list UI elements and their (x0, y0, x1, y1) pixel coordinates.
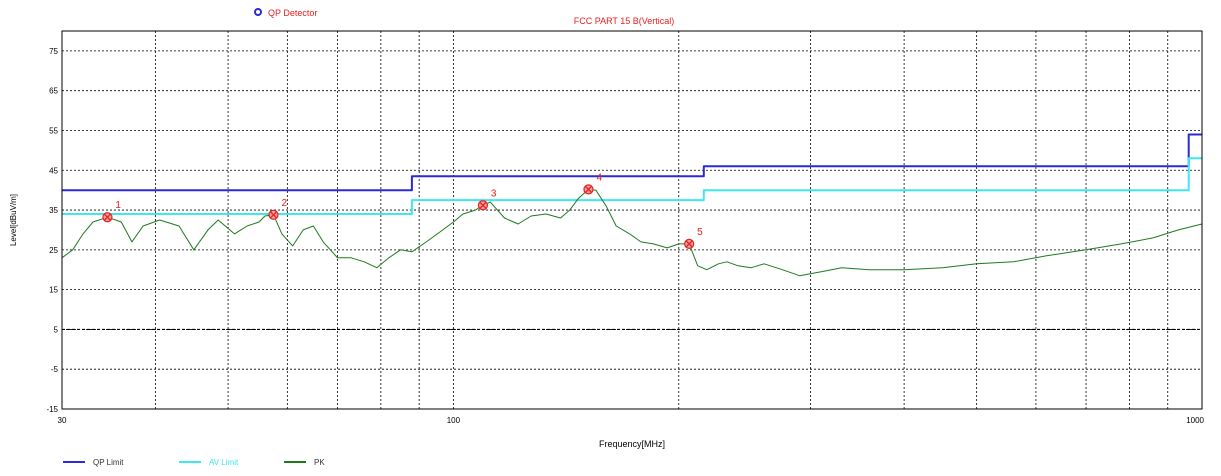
pk-trace (61, 188, 1203, 277)
detector-indicator: QP Detector (254, 8, 317, 18)
y-tick-label: 65 (49, 87, 58, 96)
marker-label: 2 (282, 198, 288, 209)
y-tick-label: 15 (49, 286, 58, 295)
y-tick-label: 45 (49, 166, 58, 175)
legend-item: QP Limit (63, 458, 124, 467)
marker-label: 5 (697, 227, 703, 238)
x-tick-label: 1000 (1186, 416, 1204, 425)
y-axis-label: Level[dBuV/m] (9, 194, 18, 246)
marker-5: 5 (684, 227, 703, 249)
marker-4: 4 (583, 172, 602, 195)
legend-label: AV Limit (209, 458, 239, 467)
y-tick-label: 35 (49, 206, 58, 215)
marker-3: 3 (477, 188, 497, 211)
markers-layer: 1 2 3 4 5 (102, 172, 703, 249)
grid (61, 31, 1203, 410)
marker-2: 2 (268, 198, 288, 220)
marker-label: 1 (115, 200, 121, 211)
y-tick-label: 75 (49, 47, 58, 56)
marker-1: 1 (102, 200, 121, 223)
marker-cross (270, 211, 277, 219)
legend: QP Limit AV Limit PK (63, 458, 325, 467)
legend-label: PK (314, 458, 325, 467)
marker-cross (479, 201, 487, 209)
x-tick-label: 100 (447, 416, 461, 425)
detector-circle-icon (254, 8, 262, 16)
legend-label: QP Limit (93, 458, 124, 467)
legend-item: PK (284, 458, 325, 467)
x-axis-label: Frequency[MHz] (599, 439, 665, 449)
marker-cross (685, 240, 693, 248)
marker-cross (585, 185, 592, 193)
y-tick-labels: -15 -5 5 15 25 35 45 55 65 75 (46, 47, 58, 414)
detector-label: QP Detector (268, 8, 317, 18)
x-tick-label: 30 (58, 416, 67, 425)
x-tick-labels: 30 100 1000 (58, 416, 1205, 425)
qp-limit-line (62, 133, 1202, 192)
y-tick-label: 5 (54, 325, 59, 334)
series-layer (61, 133, 1203, 277)
y-tick-label: -15 (46, 405, 58, 414)
av-limit-line (62, 157, 1202, 215)
legend-item: AV Limit (179, 458, 239, 467)
chart-title: FCC PART 15 B(Vertical) (574, 16, 675, 26)
marker-label: 4 (596, 172, 602, 183)
y-tick-label: 55 (49, 126, 58, 135)
y-tick-label: -5 (51, 365, 59, 374)
marker-label: 3 (491, 188, 497, 199)
y-tick-label: 25 (49, 246, 58, 255)
marker-cross (103, 213, 111, 221)
plot-frame (61, 30, 1203, 410)
